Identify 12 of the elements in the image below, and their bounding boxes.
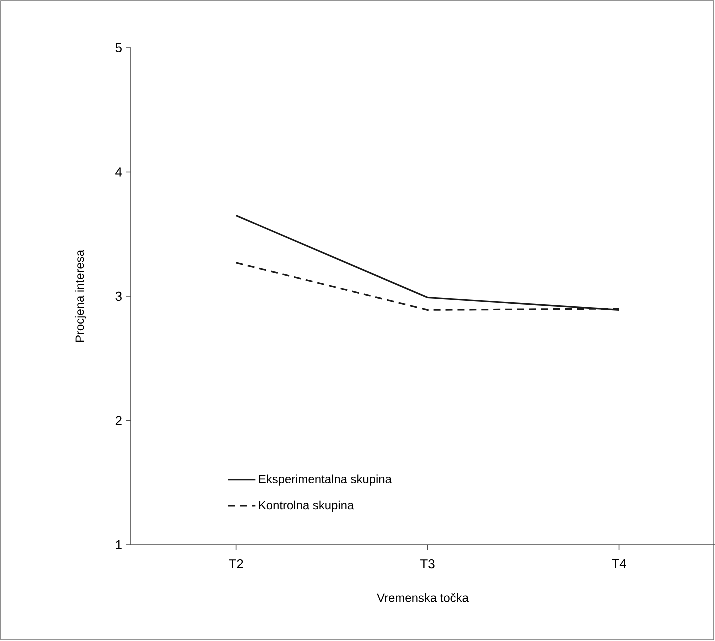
y-axis-title: Procjena interesa <box>75 250 87 342</box>
x-tick-label: T2 <box>229 559 244 569</box>
legend-label: Eksperimentalna skupina <box>259 474 392 486</box>
y-tick-label: 4 <box>116 168 122 177</box>
y-tick-label: 1 <box>116 540 122 550</box>
x-tick-label: T3 <box>420 559 435 569</box>
legend-label: Kontrolna skupina <box>259 500 354 512</box>
x-tick-label: T4 <box>612 559 626 568</box>
y-tick-label: 2 <box>116 416 122 426</box>
y-tick-label: 5 <box>116 43 122 53</box>
x-axis-title: Vremenska točka <box>377 593 469 602</box>
y-tick-label: 3 <box>116 292 122 302</box>
